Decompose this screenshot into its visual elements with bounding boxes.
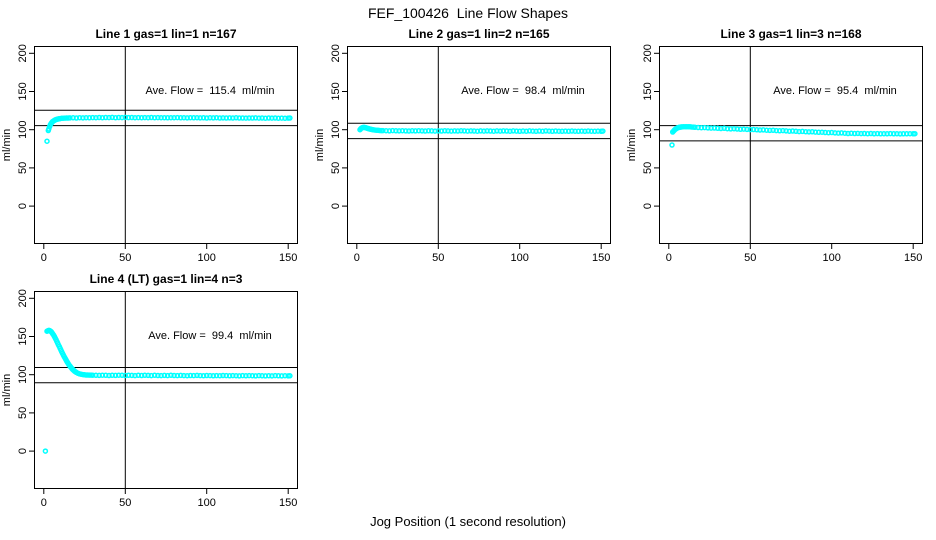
svg-text:50: 50: [744, 252, 756, 264]
svg-text:150: 150: [904, 252, 922, 264]
panel-line-4: Line 4 (LT) gas=1 lin=4 n=3 ml/min 0 50 10…: [1, 272, 298, 509]
plot-area-line-3: 0 50 100 150 0 50 100 150 200: [642, 44, 923, 264]
svg-text:0: 0: [642, 203, 654, 209]
plot-area-line-4: 0 50 100 150 0 50 100 150 200: [17, 289, 298, 509]
panel-line-1: Line 1 gas=1 lin=1 n=167 ml/min 0 50 100 15…: [1, 27, 298, 264]
ave-flow-annotation: Ave. Flow = 98.4 ml/min: [461, 85, 585, 97]
panel-title: Line 4 (LT) gas=1 lin=4 n=3: [89, 272, 243, 286]
y-axis-label: ml/min: [314, 128, 326, 162]
svg-text:200: 200: [642, 44, 654, 62]
svg-text:100: 100: [823, 252, 841, 264]
svg-text:150: 150: [279, 497, 297, 509]
svg-text:100: 100: [198, 497, 216, 509]
svg-text:200: 200: [330, 44, 342, 62]
y-axis-label: ml/min: [626, 128, 638, 162]
svg-text:100: 100: [17, 121, 29, 139]
y-axis-label: ml/min: [1, 373, 13, 407]
ave-flow-annotation: Ave. Flow = 99.4 ml/min: [148, 330, 272, 342]
svg-text:200: 200: [17, 44, 29, 62]
ave-flow-annotation: Ave. Flow = 115.4 ml/min: [145, 85, 275, 97]
x-axis-label: Jog Position (1 second resolution): [370, 514, 566, 529]
svg-text:0: 0: [41, 252, 47, 264]
panel-line-3: Line 3 gas=1 lin=3 n=168 ml/min 0 50 100 15…: [626, 27, 923, 264]
svg-text:150: 150: [330, 82, 342, 100]
panel-title: Line 2 gas=1 lin=2 n=165: [408, 27, 550, 41]
svg-text:50: 50: [330, 162, 342, 174]
svg-text:0: 0: [17, 203, 29, 209]
panel-line-2: Line 2 gas=1 lin=2 n=165 ml/min 0 50 100 15…: [314, 27, 611, 264]
svg-text:50: 50: [17, 162, 29, 174]
svg-text:50: 50: [119, 497, 131, 509]
svg-text:50: 50: [432, 252, 444, 264]
svg-text:150: 150: [17, 82, 29, 100]
svg-text:100: 100: [198, 252, 216, 264]
svg-text:0: 0: [330, 203, 342, 209]
svg-text:200: 200: [17, 289, 29, 307]
svg-text:50: 50: [642, 162, 654, 174]
svg-text:100: 100: [511, 252, 529, 264]
svg-text:100: 100: [642, 121, 654, 139]
svg-text:150: 150: [17, 327, 29, 345]
svg-text:50: 50: [119, 252, 131, 264]
y-axis-label: ml/min: [1, 128, 13, 162]
svg-text:50: 50: [17, 407, 29, 419]
svg-text:100: 100: [330, 121, 342, 139]
svg-text:0: 0: [354, 252, 360, 264]
svg-text:0: 0: [666, 252, 672, 264]
page-title: FEF_100426 Line Flow Shapes: [367, 5, 568, 21]
ave-flow-annotation: Ave. Flow = 95.4 ml/min: [773, 85, 897, 97]
svg-text:100: 100: [17, 366, 29, 384]
plot-area-line-2: 0 50 100 150 0 50 100 150 200: [330, 44, 611, 264]
plot-area-line-1: 0 50 100 150 0 50 100 150 200: [17, 44, 298, 264]
panel-title: Line 1 gas=1 lin=1 n=167: [95, 27, 237, 41]
panel-title: Line 3 gas=1 lin=3 n=168: [720, 27, 862, 41]
svg-text:150: 150: [642, 82, 654, 100]
svg-text:150: 150: [592, 252, 610, 264]
svg-text:0: 0: [41, 497, 47, 509]
svg-text:0: 0: [17, 448, 29, 454]
svg-text:150: 150: [279, 252, 297, 264]
